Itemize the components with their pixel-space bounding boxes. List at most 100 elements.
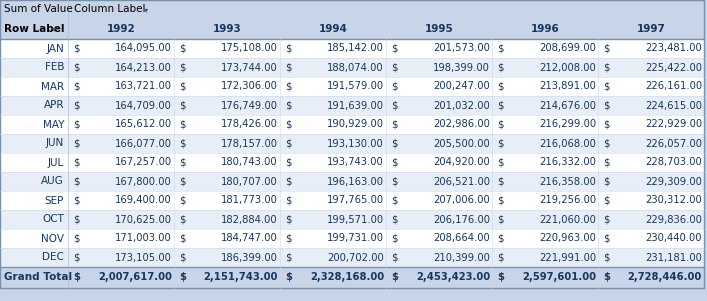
Text: Sum of Value: Sum of Value (4, 5, 73, 14)
Text: $: $ (286, 215, 292, 225)
Text: 164,095.00: 164,095.00 (115, 44, 172, 54)
Text: $: $ (180, 101, 186, 110)
Text: 186,399.00: 186,399.00 (221, 253, 278, 262)
Text: $: $ (286, 44, 292, 54)
Text: $: $ (392, 82, 398, 92)
Text: $: $ (498, 82, 504, 92)
Text: $: $ (74, 215, 80, 225)
Text: JUN: JUN (46, 138, 64, 148)
Bar (0, 153, 704, 172)
Text: $: $ (604, 176, 610, 187)
Text: 191,579.00: 191,579.00 (327, 82, 384, 92)
Text: 169,400.00: 169,400.00 (115, 196, 172, 206)
Text: $: $ (604, 63, 610, 73)
Text: 193,130.00: 193,130.00 (327, 138, 384, 148)
Text: $: $ (604, 253, 610, 262)
Text: $: $ (180, 82, 186, 92)
Text: $: $ (74, 176, 80, 187)
Text: 200,702.00: 200,702.00 (327, 253, 384, 262)
Text: 230,312.00: 230,312.00 (645, 196, 702, 206)
Text: 167,800.00: 167,800.00 (115, 176, 172, 187)
Text: $: $ (498, 196, 504, 206)
Text: $: $ (74, 44, 80, 54)
Text: $: $ (286, 196, 292, 206)
Text: 204,920.00: 204,920.00 (433, 157, 490, 167)
Text: $: $ (392, 196, 398, 206)
Text: $: $ (392, 44, 398, 54)
Text: $: $ (604, 215, 610, 225)
Text: 206,176.00: 206,176.00 (433, 215, 490, 225)
Text: 175,108.00: 175,108.00 (221, 44, 278, 54)
Text: $: $ (498, 253, 504, 262)
Text: $: $ (74, 119, 80, 129)
Text: 221,060.00: 221,060.00 (539, 215, 596, 225)
Text: $: $ (498, 63, 504, 73)
Text: $: $ (286, 82, 292, 92)
Text: 188,074.00: 188,074.00 (327, 63, 384, 73)
Text: $: $ (392, 253, 398, 262)
Text: 224,615.00: 224,615.00 (645, 101, 702, 110)
Text: 207,006.00: 207,006.00 (433, 196, 490, 206)
Text: 216,332.00: 216,332.00 (539, 157, 596, 167)
Text: $: $ (180, 253, 186, 262)
Text: 231,181.00: 231,181.00 (645, 253, 702, 262)
Text: 176,749.00: 176,749.00 (221, 101, 278, 110)
Text: 1997: 1997 (636, 24, 665, 34)
Text: $: $ (286, 176, 292, 187)
Text: $: $ (392, 157, 398, 167)
Bar (0, 248, 704, 267)
Text: $: $ (180, 119, 186, 129)
Text: 180,707.00: 180,707.00 (221, 176, 278, 187)
Text: 208,664.00: 208,664.00 (433, 234, 490, 244)
Bar (0, 267, 704, 288)
Text: NOV: NOV (41, 234, 64, 244)
Text: 166,077.00: 166,077.00 (115, 138, 172, 148)
Text: $: $ (498, 44, 504, 54)
Text: $: $ (392, 119, 398, 129)
Text: 171,003.00: 171,003.00 (115, 234, 172, 244)
Text: 164,213.00: 164,213.00 (115, 63, 172, 73)
Text: 2,151,743.00: 2,151,743.00 (204, 272, 278, 283)
Text: 214,676.00: 214,676.00 (539, 101, 596, 110)
Text: 181,773.00: 181,773.00 (221, 196, 278, 206)
Bar (0, 77, 704, 96)
Text: 226,057.00: 226,057.00 (645, 138, 702, 148)
Text: $: $ (286, 157, 292, 167)
Text: JUL: JUL (48, 157, 64, 167)
Bar (0, 172, 704, 191)
Text: 182,884.00: 182,884.00 (221, 215, 278, 225)
Bar (0, 39, 704, 58)
Text: 165,612.00: 165,612.00 (115, 119, 172, 129)
Text: $: $ (286, 101, 292, 110)
Text: 229,309.00: 229,309.00 (645, 176, 702, 187)
Text: 173,105.00: 173,105.00 (115, 253, 172, 262)
Text: $: $ (180, 157, 186, 167)
Text: 200,247.00: 200,247.00 (433, 82, 490, 92)
Text: $: $ (392, 215, 398, 225)
Bar (0, 229, 704, 248)
Text: 191,639.00: 191,639.00 (327, 101, 384, 110)
Text: 1992: 1992 (107, 24, 135, 34)
Text: 216,068.00: 216,068.00 (539, 138, 596, 148)
Bar (0, 191, 704, 210)
Text: 201,032.00: 201,032.00 (433, 101, 490, 110)
Text: 2,453,423.00: 2,453,423.00 (416, 272, 490, 283)
Text: 230,440.00: 230,440.00 (645, 234, 702, 244)
Text: 172,306.00: 172,306.00 (221, 82, 278, 92)
Text: 205,500.00: 205,500.00 (433, 138, 490, 148)
Text: $: $ (604, 119, 610, 129)
Text: 229,836.00: 229,836.00 (645, 215, 702, 225)
Text: ▾: ▾ (144, 5, 148, 14)
Text: $: $ (286, 119, 292, 129)
Text: $: $ (180, 176, 186, 187)
Text: $: $ (74, 63, 80, 73)
Text: SEP: SEP (45, 196, 64, 206)
Text: $: $ (180, 63, 186, 73)
Text: $: $ (392, 234, 398, 244)
Text: 210,399.00: 210,399.00 (433, 253, 490, 262)
Text: 1994: 1994 (319, 24, 347, 34)
Text: 190,929.00: 190,929.00 (327, 119, 384, 129)
Text: $: $ (497, 272, 504, 283)
Text: MAR: MAR (41, 82, 64, 92)
Text: 178,426.00: 178,426.00 (221, 119, 278, 129)
